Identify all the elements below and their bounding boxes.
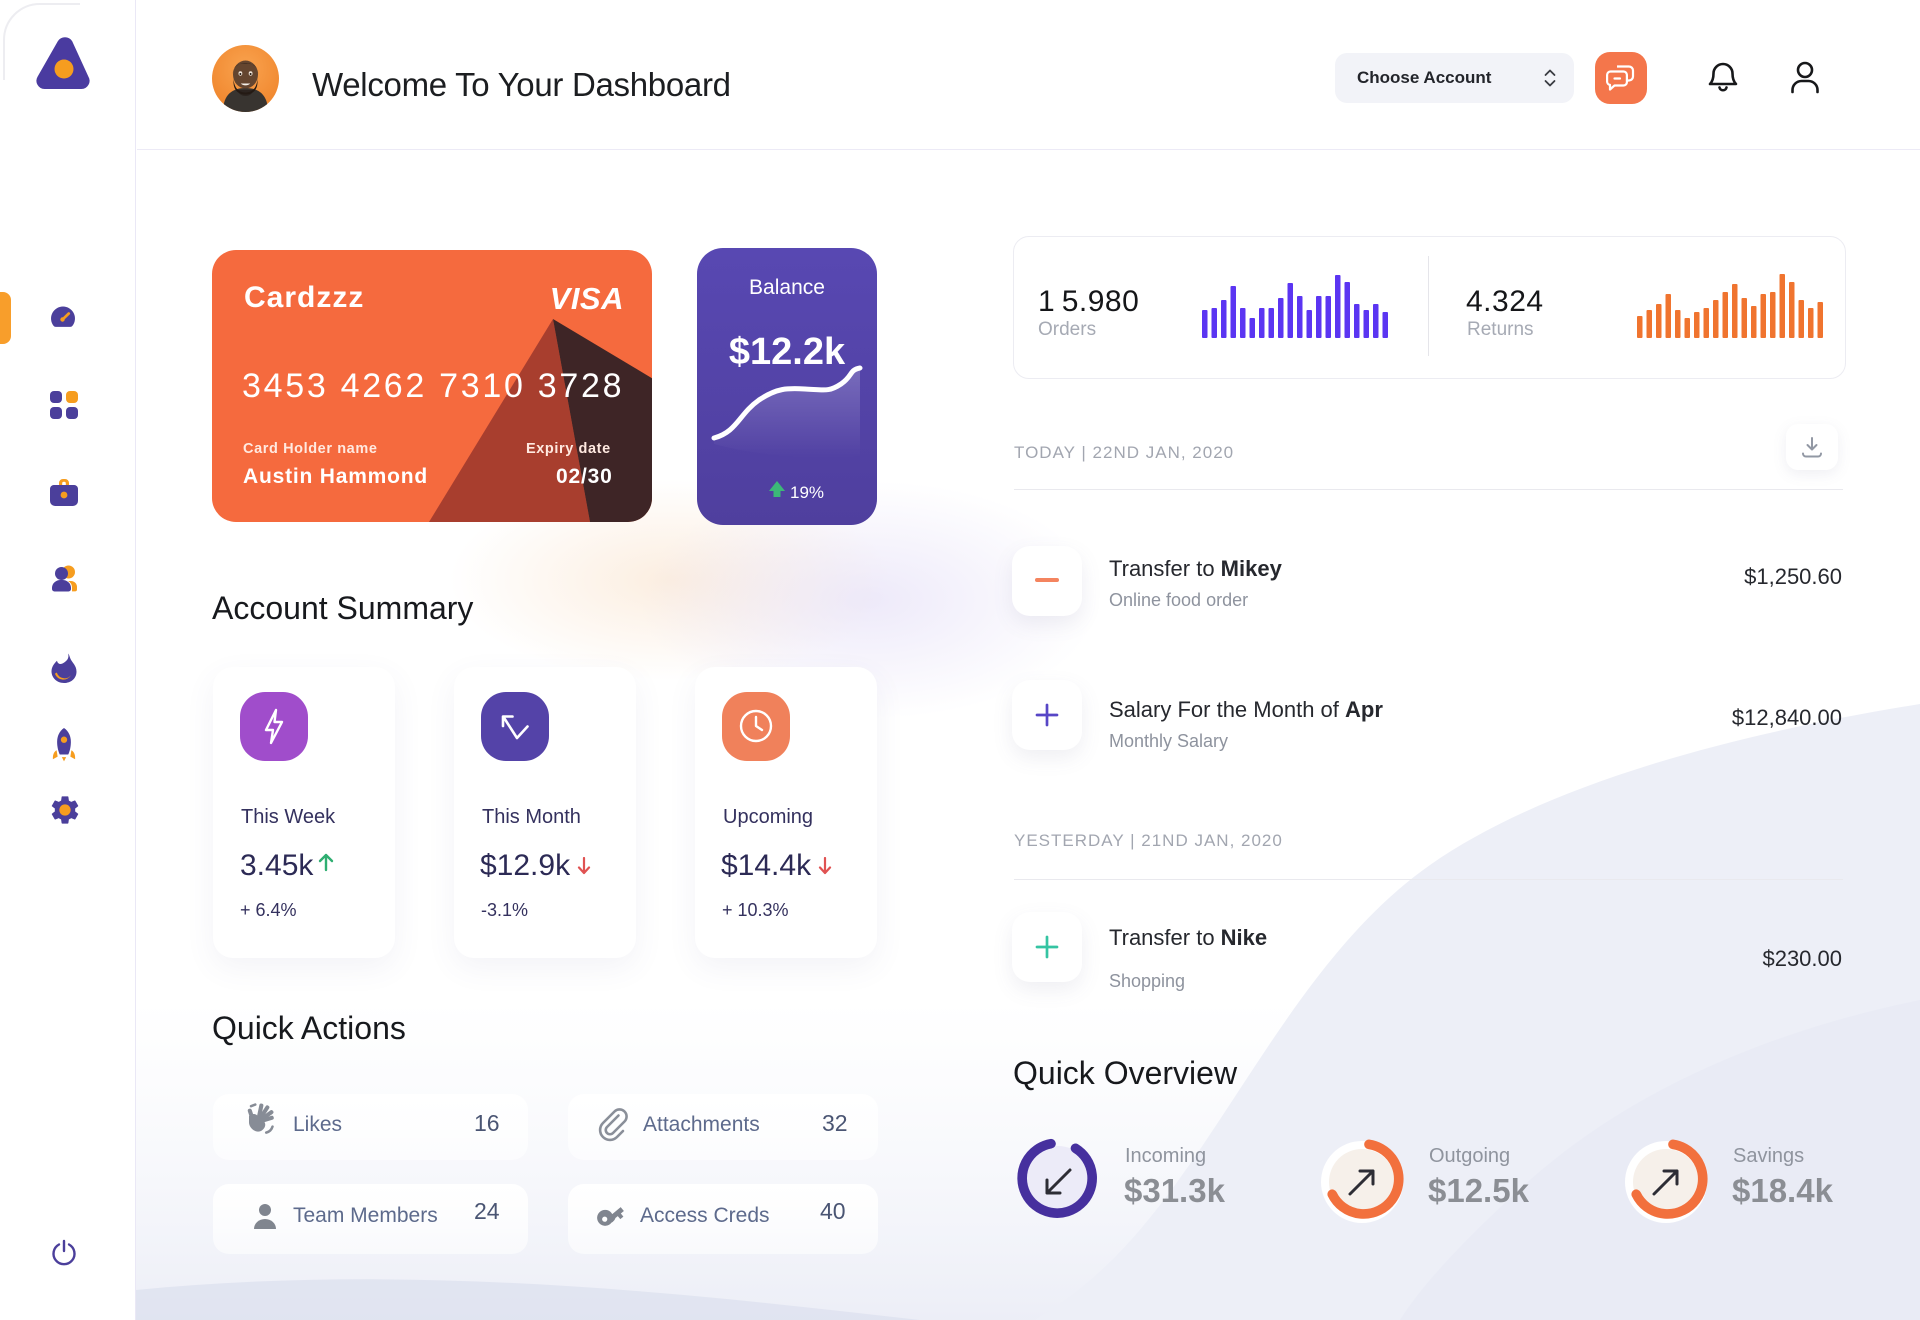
svg-text:02/30: 02/30 (556, 465, 613, 488)
svg-text:3453 4262 7310 3728: 3453 4262 7310 3728 (242, 367, 624, 405)
svg-text:Expiry date: Expiry date (526, 441, 611, 457)
svg-text:$12.2k: $12.2k (729, 331, 846, 373)
svg-text:19%: 19% (790, 483, 824, 502)
svg-text:Balance: Balance (749, 276, 825, 299)
svg-text:VISA: VISA (550, 281, 624, 316)
svg-text:Card Holder name: Card Holder name (243, 441, 378, 457)
svg-text:Cardzzz: Cardzzz (244, 281, 364, 314)
svg-text:Austin Hammond: Austin Hammond (243, 465, 428, 488)
